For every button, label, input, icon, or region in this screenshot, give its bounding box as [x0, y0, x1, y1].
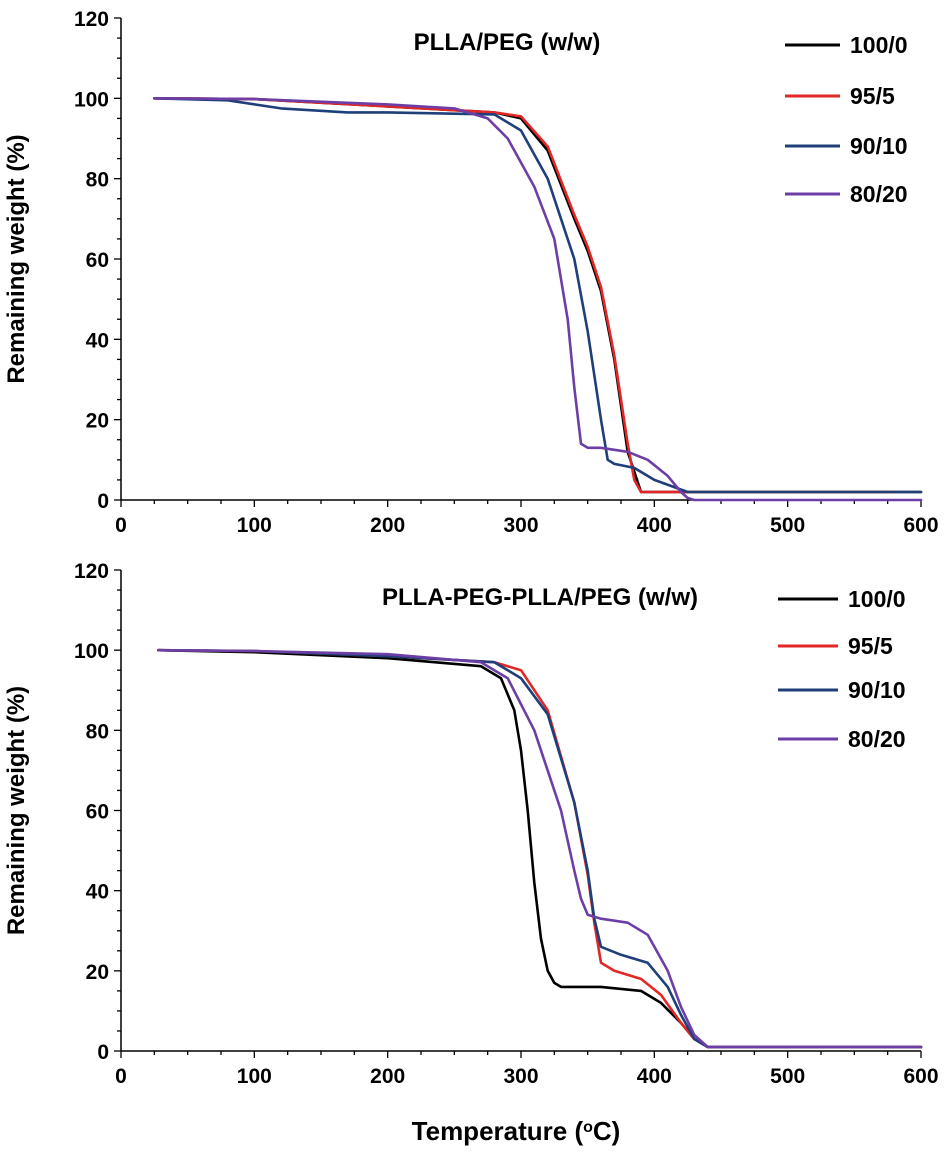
x-tick-label: 0: [115, 1065, 127, 1088]
chart-panel-1: 0 20 40 60 80 100 120 0 100 200 300 400 500 600 Remain…: [3, 8, 939, 537]
x-tick-label: 100: [237, 514, 272, 537]
x-tick-label: 0: [115, 514, 127, 537]
x-tick-label: 200: [370, 1065, 405, 1088]
series-line-90-10: [157, 648, 923, 1049]
series-line-95-5: [153, 97, 896, 494]
y-tick-label: 120: [74, 8, 109, 31]
legend-label: 100/0: [850, 32, 908, 58]
y-tick-label: 0: [97, 490, 109, 513]
x-tick-label: 300: [503, 1065, 538, 1088]
legend-label: 90/10: [848, 677, 906, 703]
legend-label: 80/20: [850, 181, 908, 207]
y-tick-label: 40: [86, 881, 109, 904]
legend-label: 95/5: [848, 633, 893, 659]
series-line-80-20: [157, 648, 923, 1049]
y-tick-label: 20: [86, 410, 109, 433]
x-tick-label: 600: [903, 514, 938, 537]
series-line-95-5: [157, 648, 923, 1049]
chart-title: PLLA-PEG-PLLA/PEG (w/w): [382, 584, 698, 611]
chart-panel-2: 0 20 40 60 80 100 120 0 100 200 300 400 500 600 Remain…: [3, 560, 939, 1146]
y-tick-label: 100: [74, 88, 109, 111]
y-tick-label: 60: [86, 249, 109, 272]
x-tick-label: 300: [503, 514, 538, 537]
x-tick-label: 400: [637, 1065, 672, 1088]
y-tick-label: 40: [86, 329, 109, 352]
y-axis-label: Remaining weight (%): [3, 686, 30, 935]
y-tick-label: 80: [86, 720, 109, 743]
legend-label: 90/10: [850, 133, 908, 159]
legend-label: 80/20: [848, 726, 906, 752]
y-tick-label: 80: [86, 169, 109, 192]
series-line-100-0: [157, 648, 923, 1049]
chart-title: PLLA/PEG (w/w): [414, 29, 601, 56]
y-tick-label: 0: [97, 1041, 109, 1064]
y-tick-label: 100: [74, 640, 109, 663]
x-tick-label: 600: [903, 1065, 938, 1088]
x-axis-label: Temperature (oC): [412, 1116, 621, 1146]
y-tick-label: 20: [86, 961, 109, 984]
series-line-80-20: [153, 97, 923, 502]
series-line-90-10: [153, 97, 923, 494]
series-line-100-0: [153, 97, 923, 494]
y-tick-label: 120: [74, 560, 109, 583]
x-tick-label: 200: [370, 514, 405, 537]
x-tick-label: 500: [770, 1065, 805, 1088]
legend-label: 100/0: [848, 586, 906, 612]
x-tick-label: 400: [637, 514, 672, 537]
y-axis-label: Remaining weight (%): [3, 134, 30, 383]
legend-label: 95/5: [850, 83, 895, 109]
y-tick-label: 60: [86, 801, 109, 824]
x-tick-label: 500: [770, 514, 805, 537]
x-tick-label: 100: [237, 1065, 272, 1088]
